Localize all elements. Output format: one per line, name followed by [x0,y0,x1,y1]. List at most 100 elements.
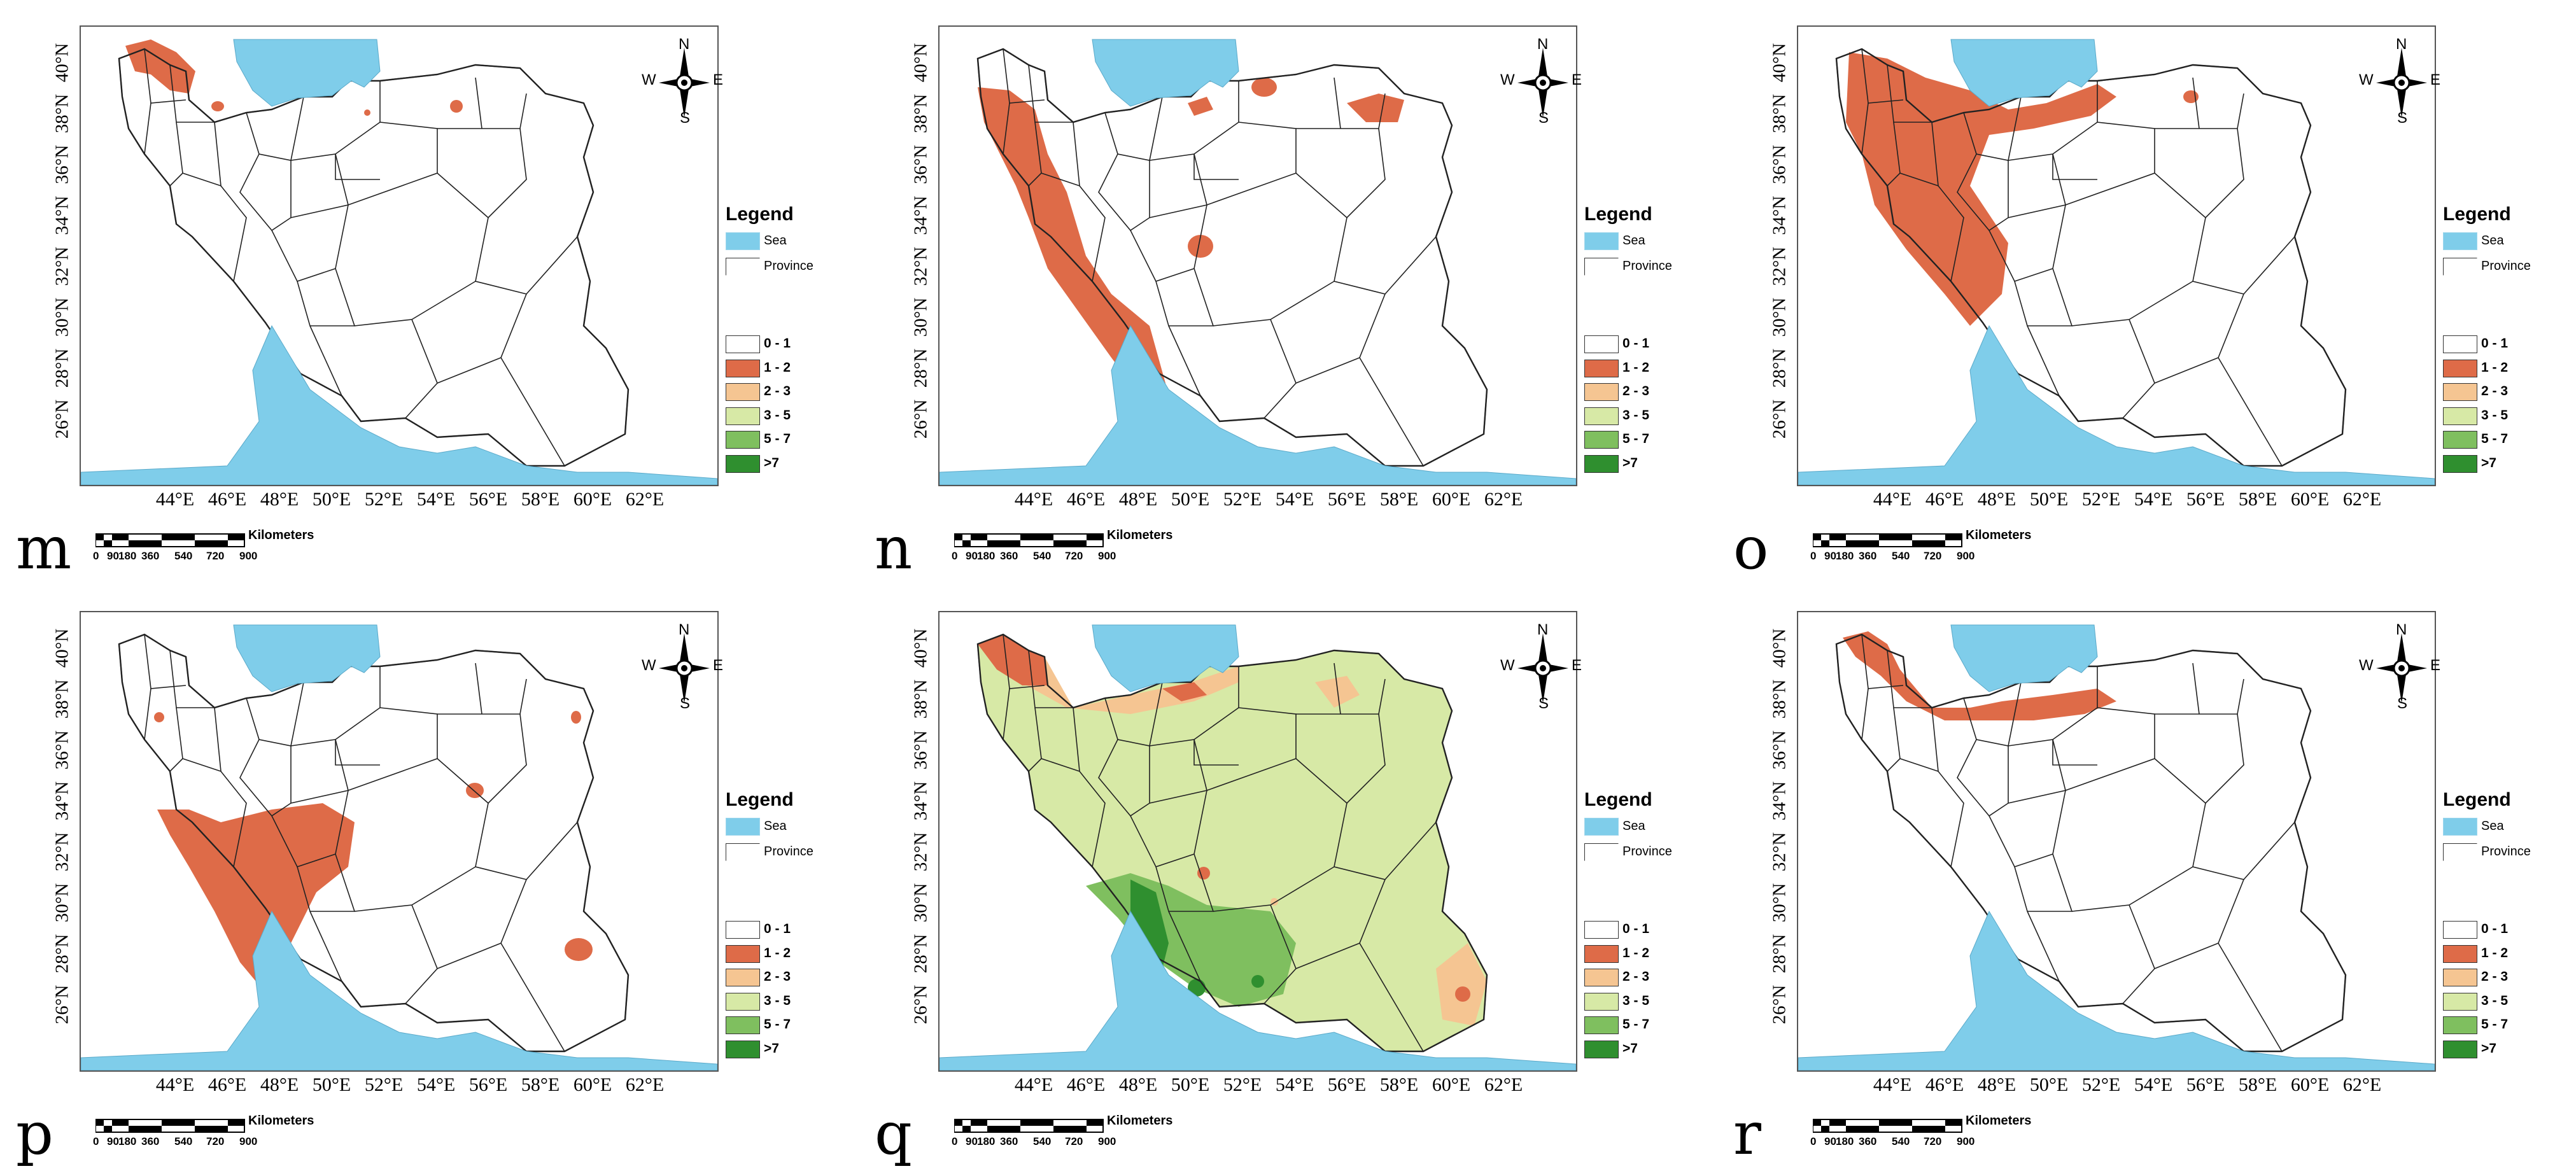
legend-class-row: 3 - 5 [726,992,856,1012]
legend-swatch [726,454,760,473]
province-border [475,803,578,880]
legend-class-row: 3 - 5 [2443,992,2573,1012]
province-border [1003,102,1010,155]
legend-layer-sea: Sea [2443,818,2573,837]
scale-tick-label: 0 [952,550,958,562]
province-border [1168,325,1201,396]
province-border [2052,154,2097,180]
north-arrow-icon [2373,627,2430,710]
legend-layer-sea: Sea [726,232,856,251]
legend-swatch [2443,1040,2477,1058]
legend-class-label: 5 - 7 [2481,431,2509,446]
province-border [2014,268,2073,326]
longitude-label: 50°E [2029,489,2069,510]
legend-class-label: >7 [764,1041,779,1056]
scale-tick-label: 180 [118,1135,137,1147]
scale-bar-title: Kilometers [1107,1114,1173,1128]
latitude-label: 32°N [1769,246,1790,286]
compass-east-label: E [1572,657,1582,674]
latitude-label: 40°N [910,43,931,83]
map-frame [80,25,719,486]
scale-tick-label: 360 [1859,550,1877,562]
caspian-sea [1092,39,1239,107]
legend-class-label: >7 [1622,455,1638,470]
scale-tick-label: 900 [1957,1135,1975,1147]
latitude-label: 26°N [52,985,73,1025]
legend-layer-sea: Sea [1584,818,1715,837]
province-border [1334,663,1341,715]
legend-swatch [2443,335,2477,353]
country-border [118,633,630,1053]
longitude-label: 48°E [1118,489,1158,510]
province-border [335,154,380,180]
legend-title: Legend [2443,789,2511,810]
legend-swatch [2443,258,2477,276]
legend-class-label: 5 - 7 [764,431,791,446]
latitude-label: 32°N [910,832,931,872]
legend-class-label: 5 - 7 [764,1017,791,1032]
legend-class-label: 1 - 2 [2481,945,2509,960]
province-border [2154,128,2244,219]
iran-map [940,624,1576,1070]
zone-class-12-11 [1197,867,1210,880]
compass-east-label: E [2430,71,2441,88]
legend-class-row: >7 [726,454,856,474]
persian-gulf [940,910,1576,1070]
scale-tick-label: 540 [174,550,193,562]
legend-class-row: 0 - 1 [1584,921,1715,940]
latitude-label: 30°N [1769,883,1790,923]
latitude-label: 34°N [910,781,931,821]
legend-label: Sea [764,234,787,248]
legend-class-row: 5 - 7 [1584,1016,1715,1035]
legend-class-row: 5 - 7 [2443,431,2573,450]
compass-west-label: W [2359,71,2374,88]
longitude-label: 52°E [364,489,404,510]
legend-class-label: 0 - 1 [1622,336,1650,351]
legend-swatch [726,992,760,1011]
legend-layer-province: Province [726,843,856,862]
scale-tick-label: 0 [93,550,99,562]
compass-south-label: S [1538,109,1549,127]
latitude-label: 28°N [1769,348,1790,388]
longitude-label: 44°E [155,1074,195,1095]
scale-tick-label: 90 [1824,1135,1836,1147]
legend-swatch [1584,258,1619,276]
compass-west-label: W [642,71,656,88]
province-border [1887,758,1901,772]
legend-class-label: 3 - 5 [1622,407,1650,423]
panel-label: q [875,1100,912,1168]
province-border [297,853,356,912]
legend-layer-province: Province [726,258,856,277]
persian-gulf [81,325,717,485]
scale-bar [95,533,245,550]
scale-tick-label: 540 [1033,1135,1052,1147]
scale-tick-label: 540 [174,1135,193,1147]
latitude-label: 40°N [52,43,73,83]
latitude-label: 34°N [52,195,73,235]
province-border [1334,77,1341,129]
legend-class-label: 5 - 7 [1622,431,1650,446]
province-border [1295,128,1386,219]
province-border [437,128,527,219]
legend-swatch [2443,232,2477,250]
province-border [2192,217,2295,295]
scale-tick-label: 360 [1859,1135,1877,1147]
zone-class-12-0 [125,39,195,94]
panel-label: r [1733,1100,1761,1168]
compass-north-label: N [679,621,690,638]
legend-class-label: 0 - 1 [764,922,791,936]
zone-class-23-9 [1436,943,1487,1026]
longitude-label: 48°E [260,1074,299,1095]
province-border [176,122,222,187]
legend-swatch [2443,992,2477,1011]
province-border [2192,803,2295,880]
longitude-label: 44°E [155,489,195,510]
legend-class-label: 3 - 5 [764,993,791,1008]
scale-tick-label: 360 [141,550,160,562]
latitude-label: 30°N [910,297,931,337]
zone-class-12-4 [571,711,581,724]
longitude-label: 48°E [1977,489,2016,510]
longitude-label: 58°E [521,489,560,510]
panel-label: n [875,514,913,582]
legend-swatch [1584,843,1619,861]
